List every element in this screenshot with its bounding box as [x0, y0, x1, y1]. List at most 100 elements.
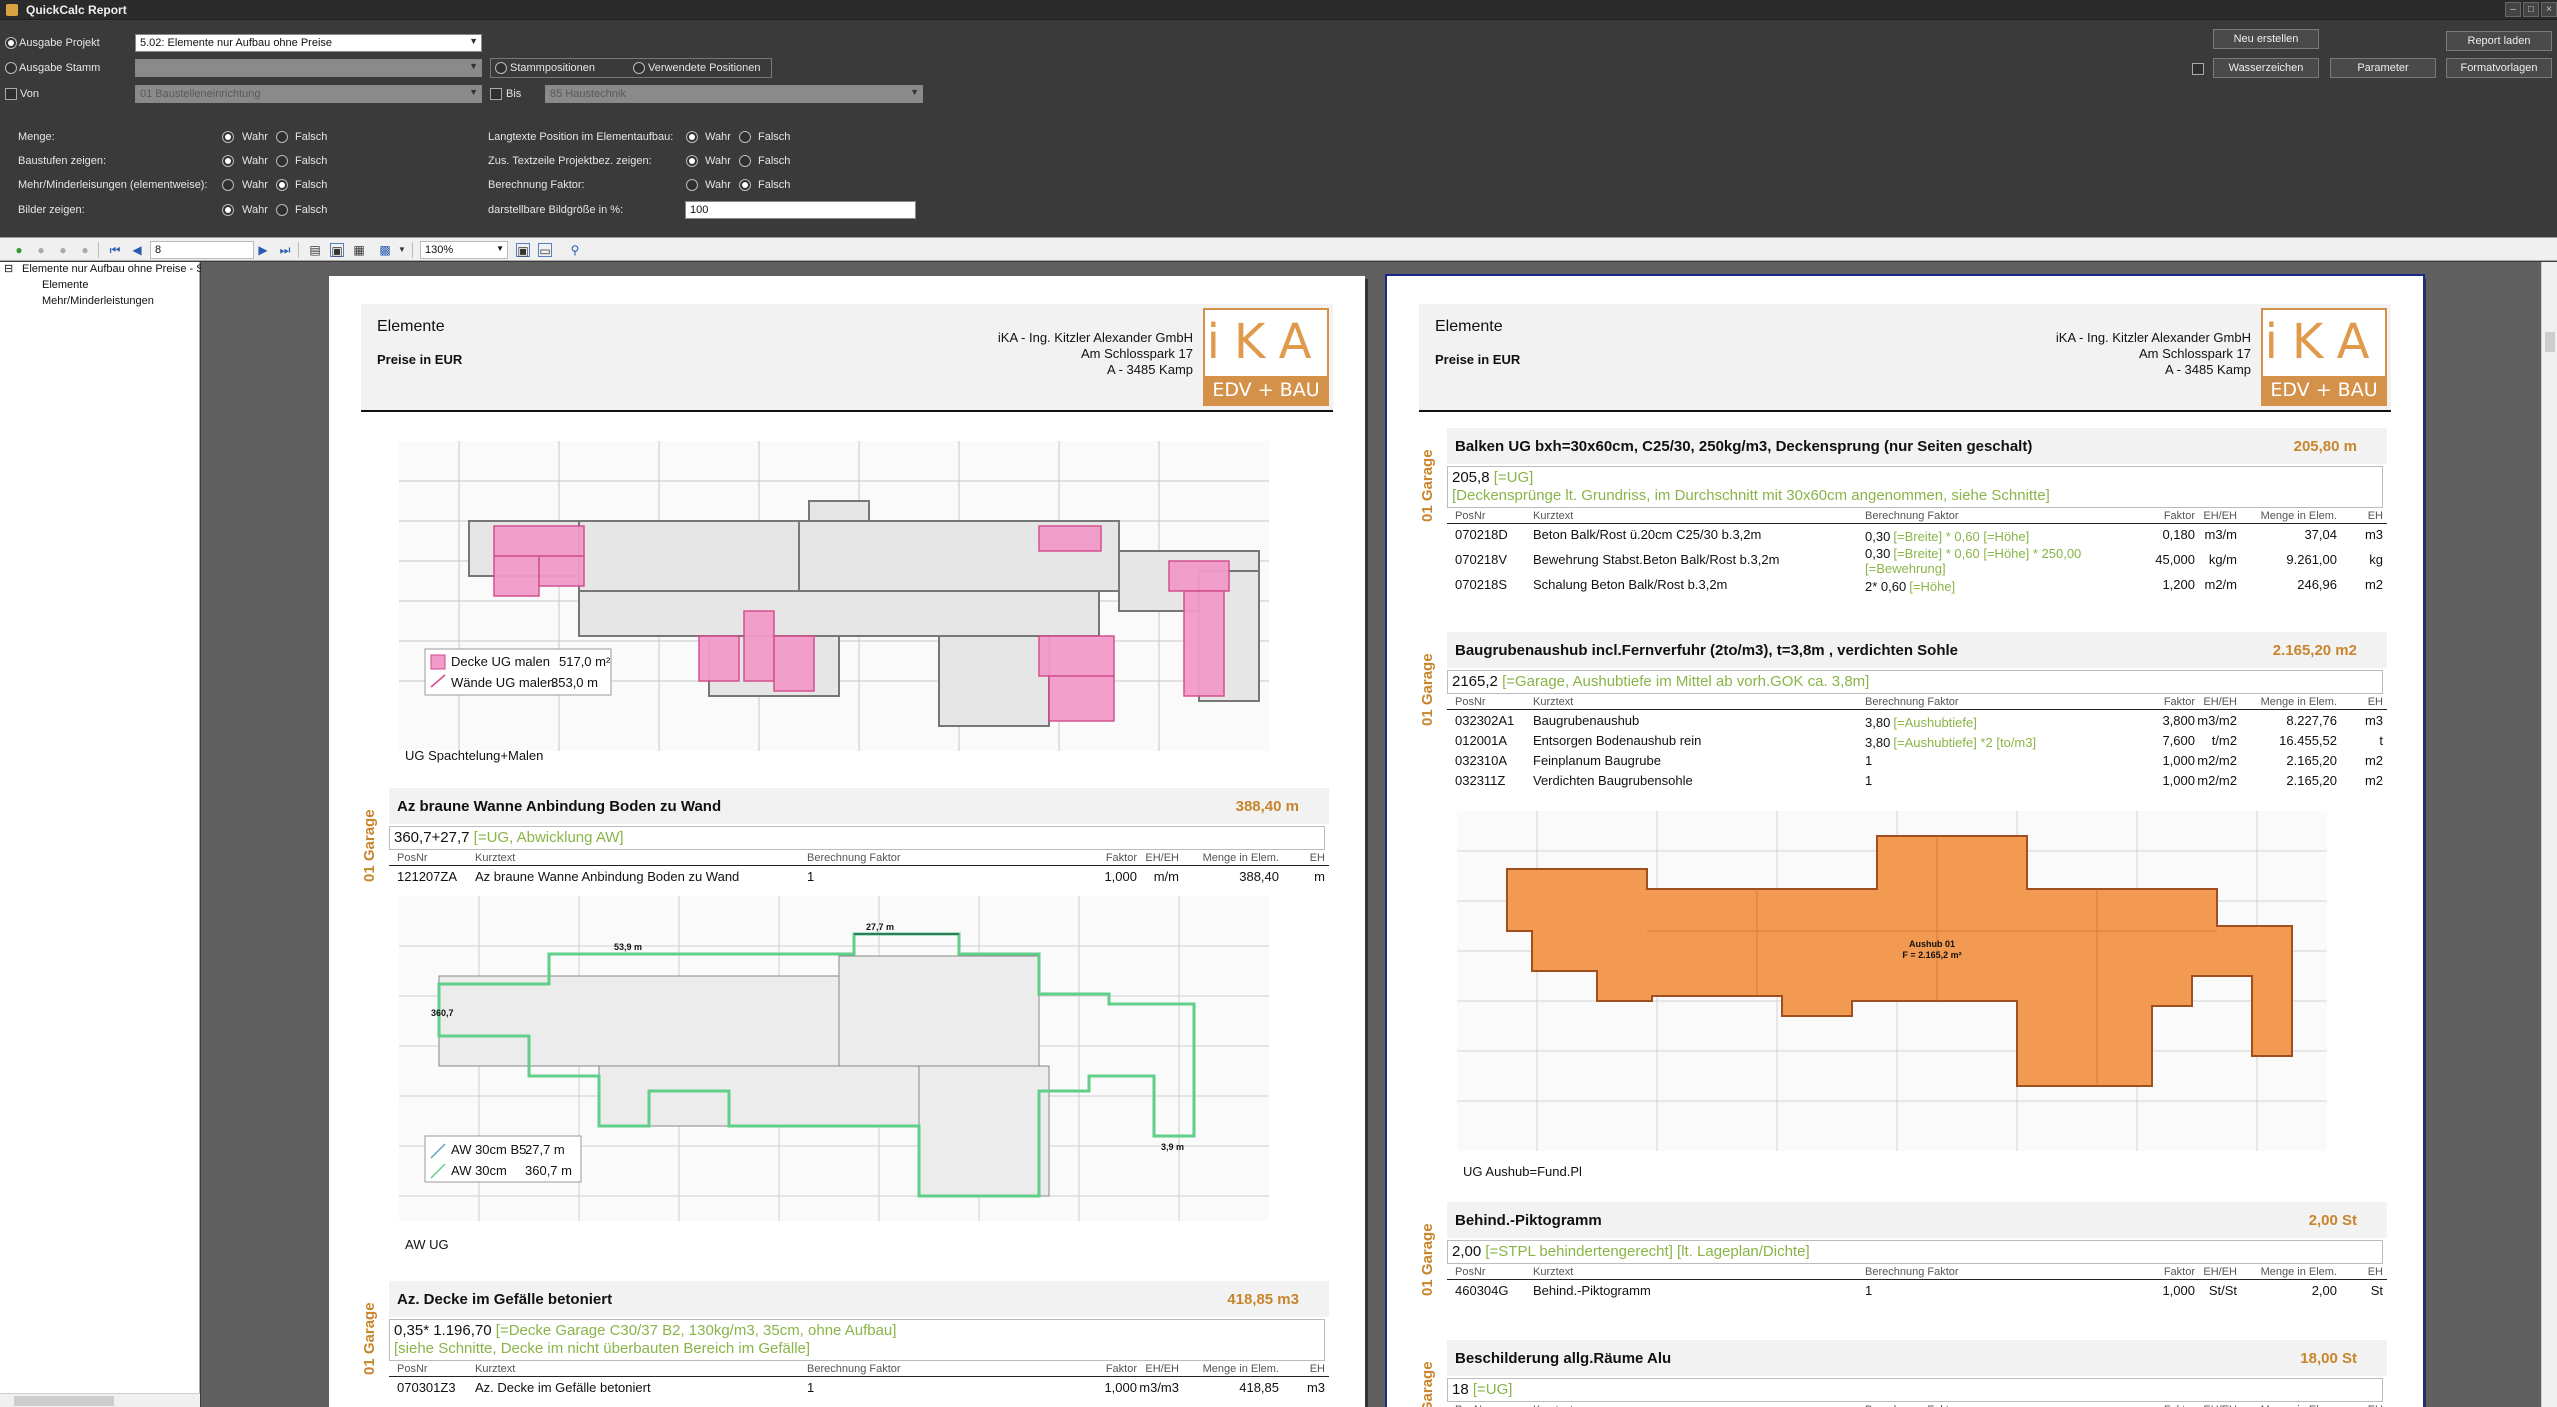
- bis-checkbox[interactable]: [490, 88, 502, 100]
- refresh-icon[interactable]: ●: [81, 243, 89, 257]
- cell-posnr: 070218D: [1455, 527, 1508, 542]
- wasserzeichen-checkbox[interactable]: [2192, 63, 2204, 75]
- element-header: Balken UG bxh=30x60cm, C25/30, 250kg/m3,…: [1447, 428, 2387, 464]
- cell-eheh: kg/m: [2208, 552, 2237, 567]
- von-checkbox[interactable]: [5, 88, 17, 100]
- fit-width-icon[interactable]: ▭: [538, 243, 552, 258]
- bis-select[interactable]: 85 Haustechnik ▼: [545, 85, 923, 103]
- drawing-caption: UG Spachtelung+Malen: [405, 748, 544, 763]
- forward-icon[interactable]: ●: [37, 243, 45, 257]
- print-layout-icon[interactable]: ▤: [309, 243, 321, 257]
- floorplan-drawing-aushub: Aushub 01 F = 2.165,2 m²: [1457, 811, 2327, 1151]
- minimize-button[interactable]: –: [2505, 2, 2521, 17]
- tree-expander-icon[interactable]: ⊟: [4, 263, 14, 275]
- page-setup-icon[interactable]: ▦: [353, 243, 365, 257]
- ausgabe-projekt-select[interactable]: 5.02: Elemente nur Aufbau ohne Preise ▼: [135, 34, 482, 52]
- ausgabe-projekt-radio[interactable]: [5, 37, 17, 49]
- legend-swatch-line: [430, 674, 446, 688]
- company-name: iKA - Ing. Kitzler Alexander GmbH: [997, 330, 1193, 345]
- baustufen-wahr-radio[interactable]: [222, 155, 234, 167]
- fit-page-icon[interactable]: ▣: [516, 243, 530, 258]
- col-kurztext: Kurztext: [475, 852, 516, 864]
- cell-eheh: m3/m: [2204, 527, 2238, 542]
- langtexte-falsch-radio[interactable]: [739, 131, 751, 143]
- stammpositionen-radio[interactable]: [495, 62, 507, 74]
- search-icon[interactable]: ⚲: [570, 243, 580, 257]
- cell-eh: m: [1314, 869, 1325, 884]
- textzeile-falsch-radio[interactable]: [739, 155, 751, 167]
- zoom-select[interactable]: 130% ▼: [420, 241, 508, 259]
- legend-box: [424, 1135, 582, 1183]
- bilder-wahr-radio[interactable]: [222, 204, 234, 216]
- tree-root[interactable]: Elemente nur Aufbau ohne Preise - SA: [22, 263, 211, 275]
- cell-menge: 16.455,52: [2279, 733, 2337, 748]
- cell-menge: 37,04: [2304, 527, 2337, 542]
- von-select[interactable]: 01 Baustelleneinrichtung ▼: [135, 85, 482, 103]
- col-eh: EH: [1309, 1363, 1325, 1375]
- wasserzeichen-button[interactable]: Wasserzeichen: [2213, 58, 2319, 78]
- scrollbar-thumb[interactable]: [14, 1396, 114, 1406]
- tree-horizontal-scrollbar[interactable]: [0, 1393, 200, 1407]
- wahr-label: Wahr: [242, 155, 268, 167]
- col-berechnung: Berechnung Faktor: [1865, 1404, 1959, 1407]
- baustufen-falsch-radio[interactable]: [276, 155, 288, 167]
- chevron-down-icon: ▼: [469, 36, 478, 46]
- stop-icon[interactable]: ●: [59, 243, 67, 257]
- close-button[interactable]: ×: [2541, 2, 2557, 17]
- first-page-icon[interactable]: ⏮: [109, 243, 121, 257]
- falsch-label: Falsch: [758, 155, 791, 167]
- mehrminder-wahr-radio[interactable]: [222, 179, 234, 191]
- cell-posnr: 070301Z3: [397, 1380, 456, 1395]
- wahr-label: Wahr: [242, 131, 268, 143]
- ausgabe-stamm-select[interactable]: ▼: [135, 59, 482, 77]
- cell-posnr: 460304G: [1455, 1283, 1509, 1298]
- formula-value: 205,8: [1452, 469, 1490, 486]
- table-header: PosNr Kurztext Berechnung Faktor Faktor …: [389, 852, 1329, 866]
- report-header: Elemente Preise in EUR iKA - Ing. Kitzle…: [361, 304, 1333, 412]
- tree-item-mehrminder[interactable]: Mehr/Minderleistungen: [42, 295, 154, 307]
- legend-value-2: 353,0 m: [551, 675, 598, 690]
- neu-erstellen-button[interactable]: Neu erstellen: [2213, 29, 2319, 49]
- langtexte-wahr-radio[interactable]: [686, 131, 698, 143]
- chevron-down-icon[interactable]: ▼: [398, 245, 406, 254]
- mehrminder-falsch-radio[interactable]: [276, 179, 288, 191]
- menge-falsch-radio[interactable]: [276, 131, 288, 143]
- next-page-icon[interactable]: ▶: [258, 243, 268, 257]
- window-title: QuickCalc Report: [26, 3, 127, 17]
- cell-berechnung: 2* 0,60 [=Höhe]: [1865, 579, 1955, 594]
- bildgroesse-input[interactable]: 100: [685, 201, 916, 219]
- berechnung-falsch-radio[interactable]: [739, 179, 751, 191]
- back-icon[interactable]: ●: [15, 243, 23, 257]
- cell-eh: m3: [2364, 713, 2383, 728]
- parameter-button[interactable]: Parameter: [2330, 58, 2436, 78]
- report-laden-button[interactable]: Report laden: [2446, 31, 2552, 51]
- col-eheh: EH/EH: [1145, 1363, 1179, 1375]
- berechnung-note: [=Aushubtiefe] *2 [to/m3]: [1893, 735, 2037, 750]
- berechnung-value: 3,80: [1865, 715, 1891, 730]
- print-icon[interactable]: ▣: [330, 243, 344, 258]
- bildgroesse-label: darstellbare Bildgröße in %:: [488, 204, 624, 216]
- scrollbar-thumb[interactable]: [2545, 332, 2555, 352]
- report-viewer: Elemente Preise in EUR iKA - Ing. Kitzle…: [201, 262, 2541, 1407]
- bilder-falsch-radio[interactable]: [276, 204, 288, 216]
- maximize-button[interactable]: □: [2523, 2, 2539, 17]
- textzeile-wahr-radio[interactable]: [686, 155, 698, 167]
- viewer-vertical-scrollbar[interactable]: [2541, 262, 2557, 1407]
- save-icon[interactable]: ▩: [379, 243, 391, 257]
- ausgabe-stamm-radio[interactable]: [5, 62, 17, 74]
- col-eh: EH: [2367, 1266, 2383, 1278]
- dimension-label: 3,9 m: [1161, 1142, 1184, 1152]
- col-berechnung: Berechnung Faktor: [807, 852, 901, 864]
- formatvorlagen-button[interactable]: Formatvorlagen: [2446, 58, 2552, 78]
- table-header: PosNr Kurztext Berechnung Faktor Faktor …: [1447, 1404, 2387, 1407]
- menge-wahr-radio[interactable]: [222, 131, 234, 143]
- last-page-icon[interactable]: ⏭: [279, 243, 291, 257]
- cell-menge: 2.165,20: [2286, 773, 2337, 788]
- page-number-input[interactable]: 8: [150, 241, 254, 259]
- tree-item-elemente[interactable]: Elemente: [42, 279, 89, 291]
- wahr-label: Wahr: [242, 204, 268, 216]
- berechnung-wahr-radio[interactable]: [686, 179, 698, 191]
- verwendete-positionen-radio[interactable]: [633, 62, 645, 74]
- previous-page-icon[interactable]: ◀: [132, 243, 142, 257]
- legend-text-1: AW 30cm B5: [451, 1142, 526, 1157]
